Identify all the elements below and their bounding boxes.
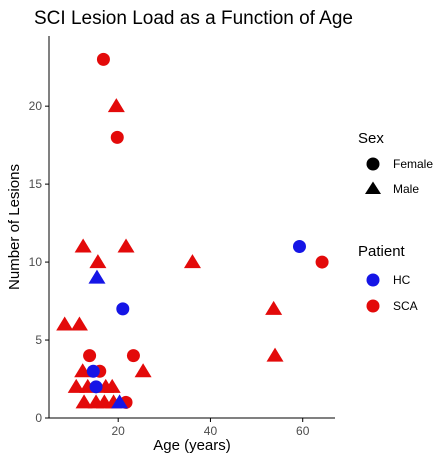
legend-label-male: Male — [393, 182, 419, 196]
x-tick-label: 40 — [204, 424, 218, 438]
data-point-male-sca — [265, 300, 283, 315]
legend-hc-swatch — [366, 273, 380, 287]
data-point-male-sca — [70, 316, 88, 331]
legend-title-sex: Sex — [358, 130, 384, 147]
data-point-female-sca — [126, 349, 140, 363]
y-tick-label: 15 — [29, 177, 43, 191]
chart-title: SCI Lesion Load as a Function of Age — [34, 8, 353, 29]
legend-label-hc: HC — [393, 273, 411, 287]
data-point-male-sca — [67, 378, 85, 393]
data-points — [56, 52, 329, 409]
data-point-male-hc — [111, 394, 129, 409]
x-tick-label: 60 — [296, 424, 310, 438]
data-point-male-sca — [74, 238, 92, 253]
y-tick-label: 5 — [35, 333, 42, 347]
data-point-male-sca — [266, 347, 284, 362]
legend-title-patient: Patient — [358, 243, 406, 260]
legend-circle-icon — [366, 157, 380, 171]
legend: Sex Female Male Patient HC SCA — [358, 130, 433, 313]
data-point-male-sca — [117, 238, 135, 253]
data-point-female-hc — [116, 302, 130, 316]
data-point-male-sca — [56, 316, 74, 331]
data-point-male-sca — [183, 254, 201, 269]
data-point-female-sca — [96, 52, 110, 66]
legend-sca-swatch — [366, 299, 380, 313]
y-tick-label: 20 — [29, 99, 43, 113]
data-point-female-hc — [86, 364, 100, 378]
legend-label-female: Female — [393, 157, 433, 171]
data-point-male-sca — [75, 394, 93, 409]
x-tick-label: 20 — [112, 424, 126, 438]
y-tick-label: 0 — [35, 411, 42, 425]
data-point-male-sca — [107, 98, 125, 113]
y-axis-title: Number of Lesions — [6, 164, 23, 290]
data-point-male-sca — [103, 378, 121, 393]
data-point-female-sca — [315, 255, 329, 269]
y-tick-label: 10 — [29, 255, 43, 269]
legend-triangle-icon — [365, 181, 381, 194]
x-axis-title: Age (years) — [153, 437, 231, 454]
data-point-male-sca — [134, 363, 152, 378]
data-point-male-sca — [74, 363, 92, 378]
data-point-female-hc — [89, 380, 103, 394]
plot-area: 20 40 60 0 5 10 15 20 — [29, 36, 335, 438]
legend-label-sca: SCA — [393, 299, 418, 313]
data-point-female-hc — [292, 239, 306, 253]
data-point-male-hc — [88, 269, 106, 284]
data-point-male-sca — [89, 254, 107, 269]
data-point-female-sca — [110, 130, 124, 144]
y-axis-ticks: 0 5 10 15 20 — [29, 99, 49, 425]
x-axis-ticks: 20 40 60 — [112, 418, 310, 438]
data-point-female-sca — [83, 349, 97, 363]
